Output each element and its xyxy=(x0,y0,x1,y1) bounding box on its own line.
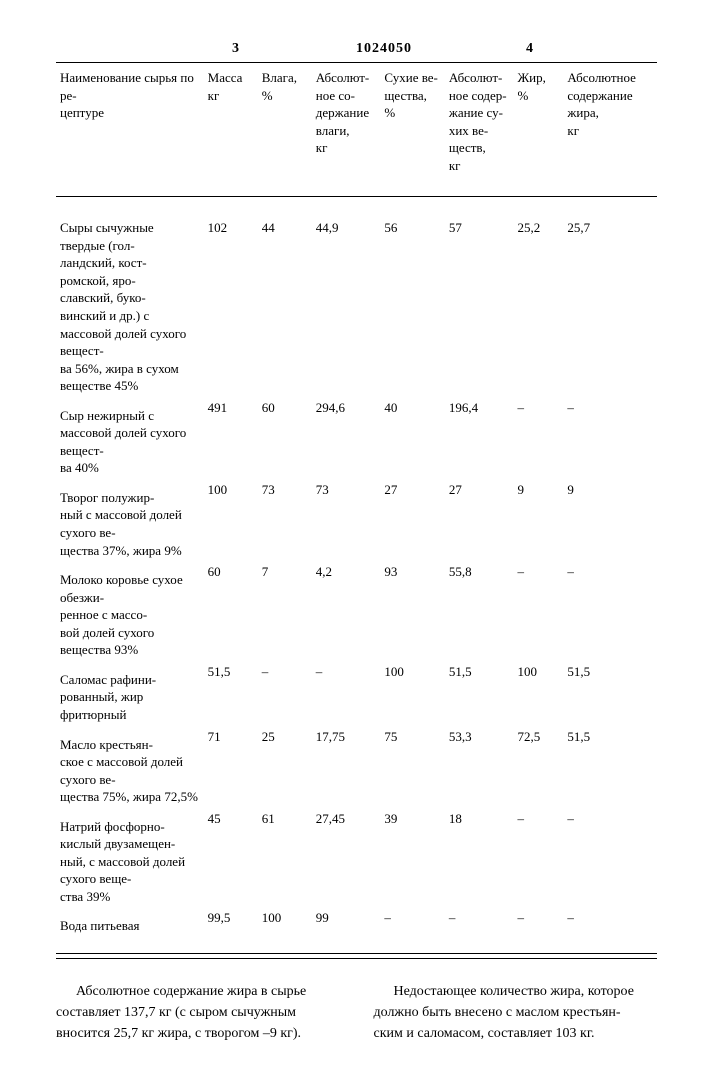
table-body: Сыры сычужные твердые (гол-ландский, кос… xyxy=(56,197,657,949)
cell-value: 73 xyxy=(312,479,381,561)
cell-value: 51,5 xyxy=(445,661,514,726)
column-header: Наименование сырья по ре-цептуре xyxy=(56,63,204,197)
cell-value: 100 xyxy=(258,907,312,949)
cell-value: 61 xyxy=(258,808,312,908)
column-header: Влага,% xyxy=(258,63,312,197)
page-num-left: 3 xyxy=(232,40,239,58)
table-row: Вода питьевая99,510099–––– xyxy=(56,907,657,949)
table-row: Саломас рафини-рованный, жир фритюрный51… xyxy=(56,661,657,726)
cell-value: – xyxy=(513,907,563,949)
row-label: Сыры сычужные твердые (гол-ландский, кос… xyxy=(56,197,204,397)
cell-value: 7 xyxy=(258,561,312,661)
cell-value: 51,5 xyxy=(204,661,258,726)
table-row: Сыр нежирный с массовой долей сухого вещ… xyxy=(56,397,657,479)
cell-value: 9 xyxy=(563,479,657,561)
row-label: Вода питьевая xyxy=(56,907,204,949)
cell-value: 40 xyxy=(380,397,444,479)
cell-value: 93 xyxy=(380,561,444,661)
cell-value: 60 xyxy=(258,397,312,479)
cell-value: 4,2 xyxy=(312,561,381,661)
cell-value: 100 xyxy=(204,479,258,561)
cell-value: 18 xyxy=(445,808,514,908)
cell-value: 75 xyxy=(380,726,444,808)
table-row: Натрий фосфорно-кислый двузамещен-ный, с… xyxy=(56,808,657,908)
separator-line xyxy=(56,953,657,954)
composition-table: Наименование сырья по ре-цептуреМассакгВ… xyxy=(56,62,657,949)
header-numbers: 3 1024050 4 xyxy=(56,40,657,62)
cell-value: 60 xyxy=(204,561,258,661)
cell-value: – xyxy=(312,661,381,726)
cell-value: 196,4 xyxy=(445,397,514,479)
cell-value: – xyxy=(380,907,444,949)
row-label: Творог полужир-ный с массовой долей сухо… xyxy=(56,479,204,561)
row-label: Сыр нежирный с массовой долей сухого вещ… xyxy=(56,397,204,479)
footer-text: Абсолютное содержание жира в сырье соста… xyxy=(56,981,657,1044)
table-row: Творог полужир-ный с массовой долей сухо… xyxy=(56,479,657,561)
footer-right: Недостающее количество жира, которое дол… xyxy=(374,981,658,1044)
cell-value: 44 xyxy=(258,197,312,397)
cell-value: 55,8 xyxy=(445,561,514,661)
cell-value: – xyxy=(258,661,312,726)
table-row: Масло крестьян-ское с массовой долей сух… xyxy=(56,726,657,808)
cell-value: 39 xyxy=(380,808,444,908)
row-label: Масло крестьян-ское с массовой долей сух… xyxy=(56,726,204,808)
row-label: Саломас рафини-рованный, жир фритюрный xyxy=(56,661,204,726)
page-num-right: 4 xyxy=(526,40,533,58)
cell-value: 99 xyxy=(312,907,381,949)
cell-value: 71 xyxy=(204,726,258,808)
footer-left: Абсолютное содержание жира в сырье соста… xyxy=(56,981,340,1044)
cell-value: 27 xyxy=(380,479,444,561)
cell-value: 56 xyxy=(380,197,444,397)
cell-value: 53,3 xyxy=(445,726,514,808)
row-label: Молоко коровье сухое обезжи-ренное с мас… xyxy=(56,561,204,661)
document-page: 3 1024050 4 Наименование сырья по ре-цеп… xyxy=(0,0,707,1074)
cell-value: – xyxy=(445,907,514,949)
cell-value: – xyxy=(513,808,563,908)
cell-value: 72,5 xyxy=(513,726,563,808)
column-header: Массакг xyxy=(204,63,258,197)
cell-value: 25,2 xyxy=(513,197,563,397)
column-header: Абсолютноесодержаниежира,кг xyxy=(563,63,657,197)
column-header: Абсолют-ное содер-жание су-хих ве-ществ,… xyxy=(445,63,514,197)
cell-value: 73 xyxy=(258,479,312,561)
cell-value: – xyxy=(563,397,657,479)
column-header: Абсолют-ное со-держаниевлаги,кг xyxy=(312,63,381,197)
cell-value: 57 xyxy=(445,197,514,397)
cell-value: – xyxy=(563,808,657,908)
cell-value: – xyxy=(563,561,657,661)
cell-value: 9 xyxy=(513,479,563,561)
separator-line xyxy=(56,958,657,959)
row-label: Натрий фосфорно-кислый двузамещен-ный, с… xyxy=(56,808,204,908)
cell-value: 27,45 xyxy=(312,808,381,908)
cell-value: – xyxy=(563,907,657,949)
cell-value: 27 xyxy=(445,479,514,561)
table-head: Наименование сырья по ре-цептуреМассакгВ… xyxy=(56,63,657,197)
column-header: Жир,% xyxy=(513,63,563,197)
cell-value: 51,5 xyxy=(563,661,657,726)
cell-value: 25 xyxy=(258,726,312,808)
cell-value: 102 xyxy=(204,197,258,397)
cell-value: 294,6 xyxy=(312,397,381,479)
cell-value: 25,7 xyxy=(563,197,657,397)
column-header: Сухие ве-щества,% xyxy=(380,63,444,197)
table-row: Сыры сычужные твердые (гол-ландский, кос… xyxy=(56,197,657,397)
cell-value: – xyxy=(513,561,563,661)
cell-value: 99,5 xyxy=(204,907,258,949)
document-number: 1024050 xyxy=(356,40,412,58)
cell-value: 100 xyxy=(513,661,563,726)
cell-value: 45 xyxy=(204,808,258,908)
cell-value: 491 xyxy=(204,397,258,479)
cell-value: – xyxy=(513,397,563,479)
cell-value: 100 xyxy=(380,661,444,726)
cell-value: 17,75 xyxy=(312,726,381,808)
cell-value: 44,9 xyxy=(312,197,381,397)
cell-value: 51,5 xyxy=(563,726,657,808)
table-row: Молоко коровье сухое обезжи-ренное с мас… xyxy=(56,561,657,661)
